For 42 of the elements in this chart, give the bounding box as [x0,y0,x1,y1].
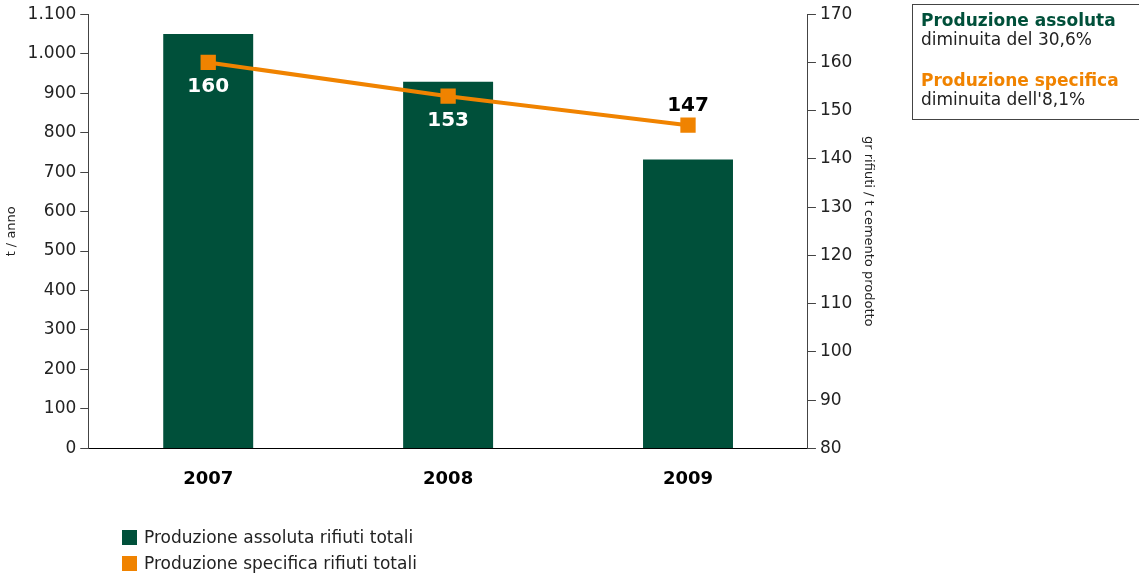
y2-tick-label: 150 [819,99,853,120]
text: diminuita dell'8,1% [921,89,1086,109]
x-tick-label: 2009 [662,466,714,488]
y2-tick-label: 110 [819,292,853,313]
text: diminuita del 30,6% [921,29,1093,49]
y2-tick-label: 170 [819,2,853,23]
x-tick-label: 2008 [423,466,474,488]
data-label: 160 [187,73,230,98]
y-tick-label: 300 [43,318,77,339]
text: Produzione assoluta [921,10,1117,30]
y2-axis-title: gr rifiuti / t cemento prodotto [861,136,877,327]
bar [163,33,254,448]
y2-tick-label: 80 [819,436,842,457]
y-tick-label: 400 [43,278,77,299]
legend-label: Produzione specifica rifiuti totali [144,553,417,573]
data-label: 153 [427,107,469,132]
y-tick-label: 600 [43,199,77,220]
y2-tick-label: 130 [819,195,853,216]
y2-tick-label: 160 [819,50,853,71]
point [200,54,216,71]
y-tick-label: 0 [65,436,77,457]
y-tick-label: 700 [43,160,77,181]
y-tick-label: 900 [43,81,77,102]
y-axis-title: t / anno [3,206,19,257]
bar [403,81,494,448]
y-tick-label: 500 [43,239,77,260]
y-tick-label: 1.100 [27,2,77,23]
y2-tick-label: 120 [819,243,853,264]
y-tick-label: 1.000 [27,42,77,63]
y2-tick-label: 140 [819,147,853,168]
y-tick-label: 200 [43,357,77,378]
y2-tick-label: 100 [819,340,853,361]
y2-tick-label: 90 [819,388,842,409]
data-label: 147 [667,92,709,117]
y-tick-label: 800 [43,121,77,142]
point [680,117,696,133]
text: Produzione specifica [921,70,1120,90]
point [440,88,456,104]
bar [643,159,733,448]
legend-label: Produzione assoluta rifiuti totali [144,527,414,547]
y-tick-label: 100 [43,397,77,418]
x-tick-label: 2007 [183,466,234,488]
